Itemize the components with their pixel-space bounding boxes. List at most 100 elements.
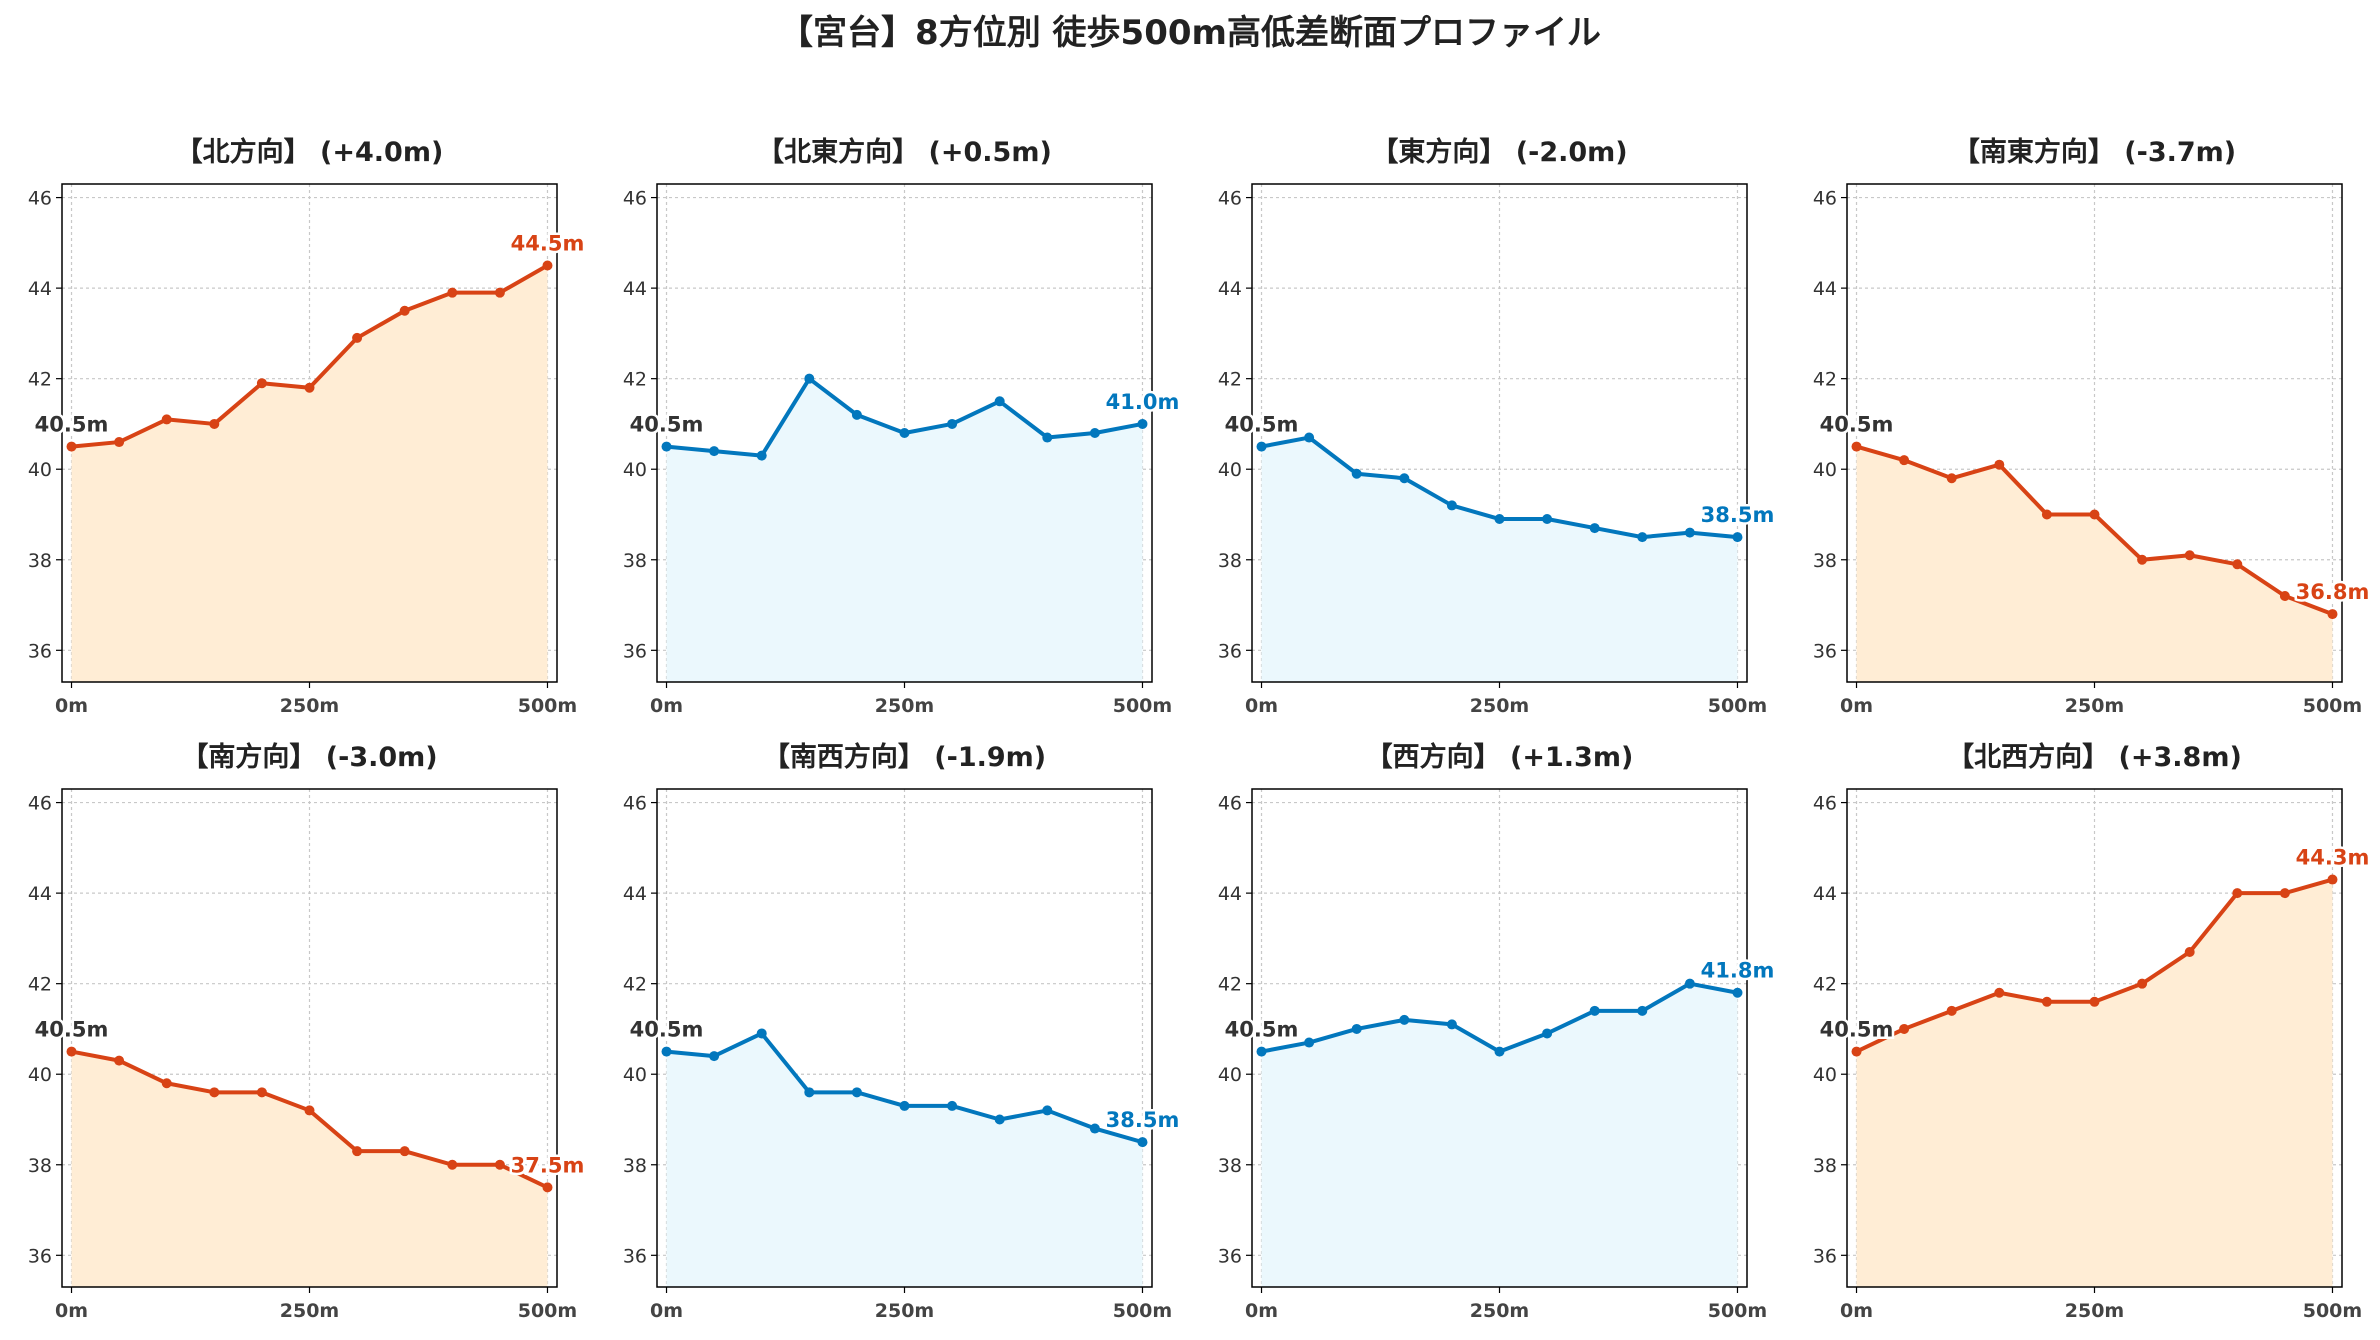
x-tick-label: 250m (875, 1300, 934, 1322)
data-point (756, 450, 767, 461)
x-tick-label: 250m (280, 695, 339, 717)
data-point (2137, 978, 2148, 989)
data-point (2327, 874, 2338, 885)
y-tick-label: 44 (28, 883, 52, 905)
data-point (851, 409, 862, 420)
data-point (1089, 428, 1100, 438)
y-tick-label: 40 (623, 459, 647, 481)
data-point (494, 1159, 505, 1170)
y-tick-label: 46 (1218, 188, 1242, 210)
data-point (804, 373, 815, 384)
y-tick-label: 40 (1218, 1064, 1242, 1086)
y-tick-label: 42 (623, 974, 647, 996)
y-tick-label: 42 (623, 369, 647, 391)
data-point (2041, 509, 2052, 520)
end-label: 44.3m (2296, 846, 2370, 870)
data-point (2184, 946, 2195, 957)
data-point (542, 1182, 553, 1193)
data-point (542, 260, 553, 271)
start-label: 40.5m (630, 1018, 704, 1042)
panel-title: 【南東方向】 (-3.7m) (1953, 136, 2236, 168)
data-point (1684, 527, 1695, 538)
data-point (709, 1051, 720, 1062)
y-tick-label: 38 (1218, 550, 1242, 572)
panel-3: 【東方向】 (-2.0m) 36 38 40 42 44 46 0m 250m 500m 40.5m… (1218, 136, 1777, 717)
y-tick-label: 40 (623, 1064, 647, 1086)
data-point (209, 1087, 220, 1098)
data-point (447, 287, 458, 298)
start-label: 40.5m (1225, 1018, 1299, 1042)
y-tick-label: 36 (1218, 1245, 1242, 1267)
x-tick-label: 0m (1840, 695, 1873, 717)
y-tick-label: 46 (1218, 793, 1242, 815)
data-point (2327, 609, 2338, 620)
end-label: 41.8m (1701, 959, 1775, 983)
data-point (1256, 441, 1267, 452)
x-tick-label: 250m (280, 1300, 339, 1322)
end-label: 44.5m (511, 231, 585, 255)
panel-title: 【東方向】 (-2.0m) (1371, 136, 1627, 168)
data-point (1137, 1137, 1148, 1148)
data-point (1684, 978, 1695, 989)
y-tick-label: 44 (623, 883, 647, 905)
data-point (161, 1078, 172, 1089)
x-tick-label: 500m (518, 1300, 577, 1322)
panel-2: 【北東方向】 (+0.5m) 36 38 40 42 44 46 0m 250m 500m 40.5… (623, 136, 1182, 717)
area-fill (1261, 437, 1738, 682)
data-point (1542, 514, 1553, 525)
start-label: 40.5m (35, 1018, 109, 1042)
data-point (1899, 455, 1910, 466)
y-tick-label: 36 (28, 640, 52, 662)
panels-container: 【北方向】 (+4.0m) 36 38 40 42 44 46 0m 250m 500m 40.5m… (28, 136, 2372, 1322)
data-point (1494, 1046, 1505, 1057)
data-point (447, 1159, 458, 1170)
data-point (1899, 1023, 1910, 1034)
area-fill (1856, 879, 2333, 1287)
y-tick-label: 44 (1218, 278, 1242, 300)
y-tick-label: 42 (28, 369, 52, 391)
data-point (66, 1046, 77, 1057)
data-point (1446, 1019, 1457, 1030)
y-tick-label: 40 (1813, 1064, 1837, 1086)
area-fill (1856, 446, 2333, 682)
y-tick-label: 44 (1813, 883, 1837, 905)
data-point (947, 418, 958, 429)
data-point (2137, 554, 2148, 565)
data-point (2041, 996, 2052, 1007)
panel-7: 【西方向】 (+1.3m) 36 38 40 42 44 46 0m 250m 500m 40.5m… (1218, 741, 1777, 1322)
end-label: 37.5m (511, 1153, 585, 1177)
start-label: 40.5m (630, 413, 704, 437)
x-tick-label: 500m (2303, 1300, 2362, 1322)
data-point (2232, 888, 2243, 899)
start-label: 40.5m (35, 413, 109, 437)
end-label: 38.5m (1106, 1108, 1180, 1132)
data-point (114, 437, 125, 448)
y-tick-label: 40 (28, 1064, 52, 1086)
data-point (1732, 532, 1743, 543)
data-point (1351, 468, 1362, 479)
y-tick-label: 46 (1813, 188, 1837, 210)
data-point (1994, 987, 2005, 998)
data-point (756, 1028, 767, 1039)
data-point (1589, 523, 1600, 534)
data-point (1399, 473, 1410, 484)
x-tick-label: 0m (55, 695, 88, 717)
y-tick-label: 42 (28, 974, 52, 996)
data-point (399, 305, 410, 316)
data-point (1089, 1123, 1100, 1134)
data-point (899, 428, 910, 438)
panel-4: 【南東方向】 (-3.7m) 36 38 40 42 44 46 0m 250m 500m 40.5… (1813, 136, 2372, 717)
y-tick-label: 40 (1813, 459, 1837, 481)
data-point (1542, 1028, 1553, 1039)
y-tick-label: 42 (1813, 974, 1837, 996)
x-tick-label: 0m (55, 1300, 88, 1322)
y-tick-label: 44 (1218, 883, 1242, 905)
data-point (1589, 1005, 1600, 1016)
data-point (2184, 550, 2195, 561)
data-point (1042, 432, 1053, 443)
data-point (1946, 1005, 1957, 1016)
y-tick-label: 38 (1218, 1155, 1242, 1177)
data-point (709, 446, 720, 457)
x-tick-label: 500m (1708, 695, 1767, 717)
x-tick-label: 500m (1113, 1300, 1172, 1322)
